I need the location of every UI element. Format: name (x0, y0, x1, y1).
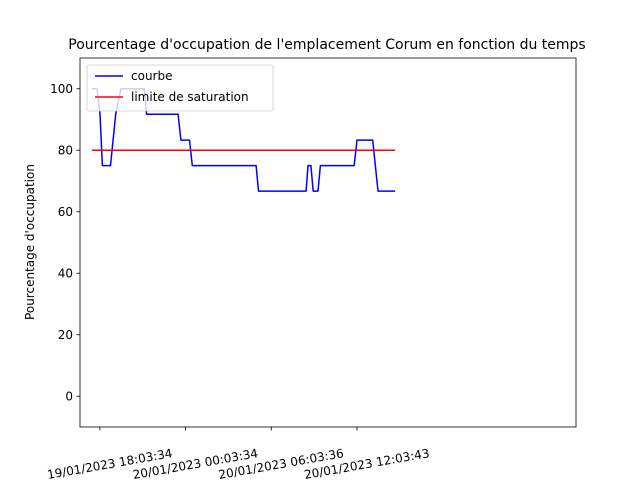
legend: courbe limite de saturation (86, 64, 274, 112)
legend-label: courbe (131, 69, 172, 83)
legend-box (86, 64, 274, 112)
y-axis-label: Pourcentage d'occupation (23, 164, 37, 320)
y-tick-label: 80 (58, 143, 73, 157)
chart-title: Pourcentage d'occupation de l'emplacemen… (68, 37, 585, 53)
series-layer (91, 88, 396, 192)
y-tick-label: 60 (58, 205, 73, 219)
y-tick-label: 40 (58, 266, 73, 280)
legend-label: limite de saturation (131, 90, 249, 104)
y-tick-label: 0 (65, 389, 73, 403)
plot-frame (79, 57, 577, 428)
series-line-courbe (91, 88, 396, 192)
y-tick-label: 20 (58, 328, 73, 342)
y-tick-label: 100 (50, 82, 73, 96)
